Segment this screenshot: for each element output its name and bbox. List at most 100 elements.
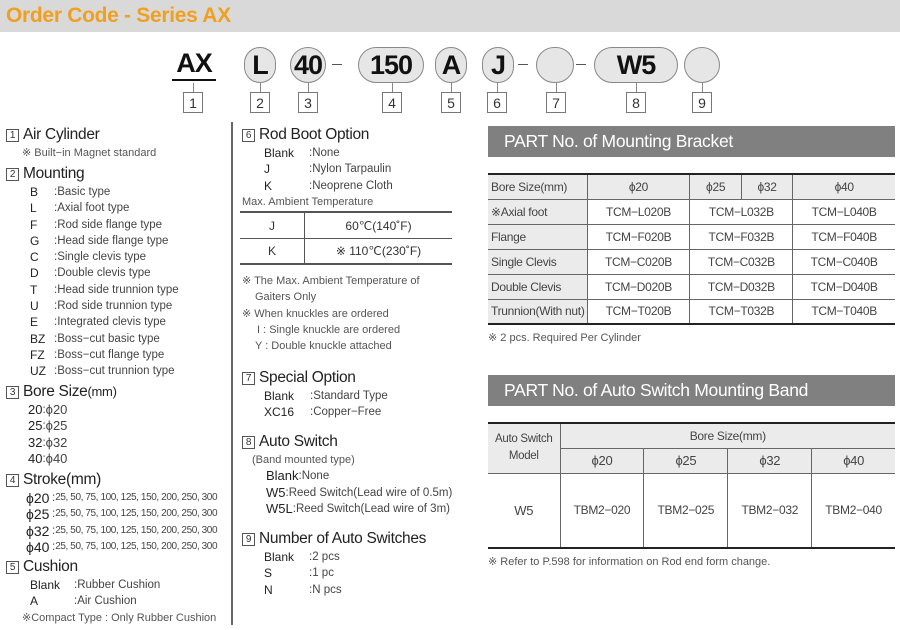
order-code-position-number: 4 [382,92,402,113]
option-code: D [30,266,39,281]
option-desc: Standard Type [313,390,388,402]
table-row: Single Clevis TCM−C020B TCM−C032B TCM−C040B [488,248,895,275]
option-separator: : [52,540,56,553]
option-separator: : [54,202,58,215]
option-desc: N pcs [312,583,342,596]
section-title: 3 Bore Size (mm) [6,382,117,402]
bracket-note: ※ 2 pcs. Required Per Cylinder [488,332,641,344]
section-title: 9 Number of Auto Switches [242,529,426,549]
section-title-text: Number of Auto Switches [259,530,427,547]
header-cell: Auto Switch Model [488,422,561,474]
cell: TCM−T032B [689,298,794,325]
header-cell: ϕ20 [560,447,645,474]
option-item: C : Single clevis type [6,249,179,265]
table-row: W5 TBM2−020 TBM2−025 TBM2−032 TBM2−040 [488,472,895,549]
option-separator: : [310,406,314,419]
cell: TCM−L040B [792,198,895,225]
note: Gaiters Only [255,291,317,304]
option-code: N [264,582,273,597]
section-note: ※ Built−in Magnet standard [22,147,157,159]
option-code: S [264,566,273,581]
cell: K [240,239,305,263]
option-code: 25 [28,418,43,434]
section-title: 2 Mounting [6,164,179,184]
option-separator: : [54,316,58,329]
order-code-token: W5 [594,47,678,83]
option-item: W5L : Reed Switch(Lead wire of 3m) [242,501,452,517]
option-separator: : [54,234,58,247]
table-header-row: Auto Switch Model Bore Size(mm) [488,422,895,474]
order-code-position-number: 2 [250,92,270,113]
order-code-token: 40 [290,47,326,83]
header-cell: Bore Size(mm) [488,173,588,200]
note: ※ The Max. Ambient Temperature of [242,275,420,287]
option-separator: : [42,404,46,416]
option-desc: 25, 50, 75, 100, 125, 150, 200, 250, 300 [55,492,218,503]
option-item: W5 : Reed Switch(Lead wire of 0.5m) [242,485,452,501]
cell: TBM2−032 [727,472,813,549]
section-number-box: 7 [242,371,255,385]
section-title: 8 Auto Switch [242,432,452,452]
option-item: UZ : Boss−cut trunnion type [6,363,179,379]
option-separator: : [309,179,313,192]
table-row: J 60℃(140˚F) [240,213,452,238]
option-item: S : 1 pc [242,565,426,581]
section-title-text: Mounting [23,165,85,182]
cell: TCM−C020B [586,248,691,275]
order-code-position-number: 8 [626,92,646,113]
section-title: 5 Cushion [6,557,216,577]
section-2: 2 Mounting B : Basic type L : Axial foot ty… [6,164,179,380]
table-row: Double Clevis TCM−D020B TCM−D032B TCM−D040B [488,273,895,300]
cell: Single Clevis [488,248,588,275]
cell: ※Axial foot [488,198,588,225]
option-desc: 25, 50, 75, 100, 125, 150, 200, 250, 300 [55,540,218,552]
option-code: Blank [30,578,61,592]
page-title: Order Code - Series AX [6,4,231,27]
section-6: 6 Rod Boot Option Blank : None J : Nylon Ta… [242,125,393,210]
option-item: G : Head side flange type [6,233,179,249]
cell: W5 [488,472,561,549]
option-item: E : Integrated clevis type [6,314,179,330]
section-number-box: 3 [6,385,19,399]
option-item: B : Basic type [6,184,179,200]
table-row: Flange TCM−F020B TCM−F032B TCM−F040B [488,223,895,250]
section-title-text: Rod Boot Option [259,126,370,143]
option-item: BZ : Boss−cut basic type [6,331,179,347]
option-separator: : [52,492,56,504]
option-desc: Reed Switch(Lead wire of 3m) [295,502,450,515]
table-row: ※Axial foot TCM−L020B TCM−L032B TCM−L040B [488,198,895,225]
section-title: 4 Stroke(mm) [6,470,217,490]
option-separator: : [74,579,78,591]
option-separator: : [309,567,313,580]
band-note: ※ Refer to P.598 for information on Rod … [488,556,771,568]
dash-separator [518,64,528,65]
option-code: FZ [30,347,45,362]
bracket-section-title: PART No. of Mounting Bracket [488,126,895,157]
option-code: 40 [28,450,43,466]
table-row: K ※ 110℃(230˚F) [240,238,452,263]
header-cell: ϕ40 [811,447,895,474]
option-code: J [264,162,270,177]
option-code: C [30,250,39,265]
section-9: 9 Number of Auto Switches Blank : 2 pcs S :… [242,529,426,598]
note: Y : Double knuckle attached [255,340,392,353]
option-item: Blank : Rubber Cushion [6,577,216,593]
option-separator: : [54,365,58,378]
option-desc: Single clevis type [57,251,147,264]
connector-line [556,83,557,93]
header-cell: ϕ20 [586,173,691,200]
option-code: U [30,299,39,314]
section-title-text: Special Option [259,369,356,386]
option-desc: 2 pcs [312,551,340,563]
section-3: 3 Bore Size (mm) 20 : ϕ20 25 : ϕ25 32 : ϕ32 40… [6,382,117,467]
cell: Flange [488,223,588,250]
section-number-box: 9 [242,532,255,546]
option-item: U : Rod side trunnion type [6,298,179,314]
order-code-token: AX [172,47,216,81]
option-separator: : [74,595,78,608]
option-item: Blank : 2 pcs [242,549,426,565]
header-cell: Bore Size(mm) [559,422,895,449]
option-item: A : Air Cushion [6,593,216,609]
option-desc: 25, 50, 75, 100, 125, 150, 200, 250, 300 [55,524,218,536]
option-code: 20 [28,402,43,417]
